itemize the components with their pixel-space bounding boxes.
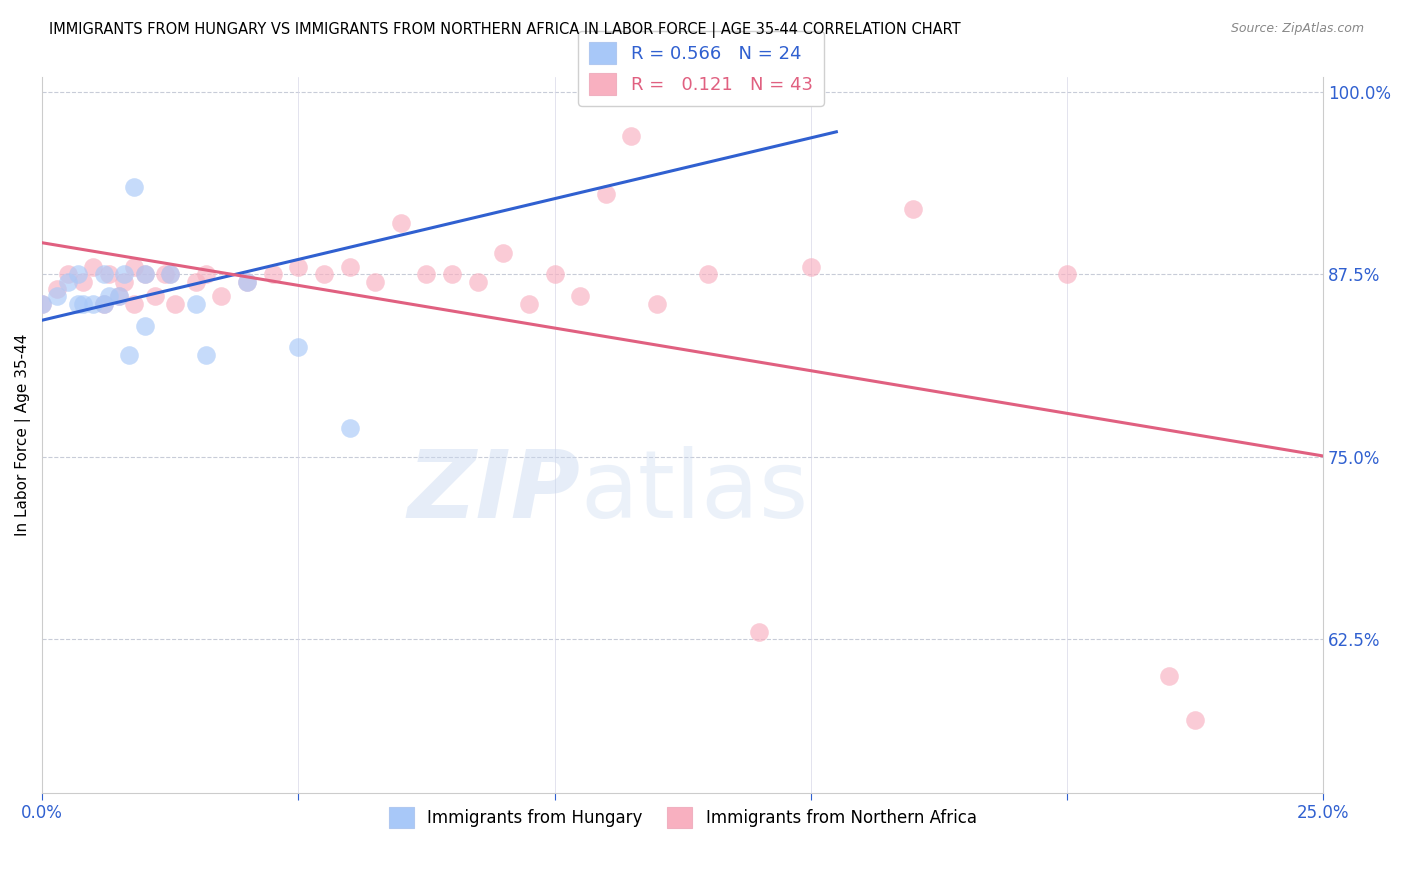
Point	[108, 289, 131, 303]
Text: Source: ZipAtlas.com: Source: ZipAtlas.com	[1230, 22, 1364, 36]
Point	[287, 260, 309, 275]
Point	[339, 421, 361, 435]
Point	[903, 202, 925, 216]
Point	[569, 289, 592, 303]
Point	[134, 268, 156, 282]
Point	[46, 289, 69, 303]
Point	[195, 268, 218, 282]
Point	[287, 341, 309, 355]
Text: ZIP: ZIP	[408, 446, 581, 538]
Point	[143, 289, 166, 303]
Point	[82, 260, 104, 275]
Point	[620, 128, 643, 143]
Text: IMMIGRANTS FROM HUNGARY VS IMMIGRANTS FROM NORTHERN AFRICA IN LABOR FORCE | AGE : IMMIGRANTS FROM HUNGARY VS IMMIGRANTS FR…	[49, 22, 960, 38]
Point	[153, 268, 176, 282]
Legend: Immigrants from Hungary, Immigrants from Northern Africa: Immigrants from Hungary, Immigrants from…	[382, 801, 983, 834]
Point	[748, 85, 770, 99]
Point	[93, 268, 115, 282]
Point	[93, 296, 115, 310]
Point	[195, 348, 218, 362]
Point	[339, 260, 361, 275]
Point	[46, 282, 69, 296]
Point	[697, 268, 720, 282]
Point	[773, 85, 796, 99]
Point	[184, 275, 207, 289]
Point	[1184, 713, 1206, 727]
Point	[56, 268, 79, 282]
Point	[66, 296, 89, 310]
Point	[56, 275, 79, 289]
Point	[262, 268, 284, 282]
Point	[97, 268, 120, 282]
Point	[517, 296, 540, 310]
Point	[124, 296, 146, 310]
Point	[312, 268, 335, 282]
Point	[492, 245, 515, 260]
Point	[800, 260, 823, 275]
Point	[66, 268, 89, 282]
Point	[72, 296, 94, 310]
Text: atlas: atlas	[581, 446, 808, 538]
Point	[31, 296, 53, 310]
Point	[441, 268, 464, 282]
Point	[134, 268, 156, 282]
Point	[124, 180, 146, 194]
Point	[108, 289, 131, 303]
Point	[389, 216, 412, 230]
Point	[112, 275, 135, 289]
Point	[118, 348, 141, 362]
Point	[72, 275, 94, 289]
Point	[415, 268, 437, 282]
Point	[211, 289, 233, 303]
Point	[112, 268, 135, 282]
Point	[595, 187, 617, 202]
Point	[165, 296, 187, 310]
Point	[1056, 268, 1078, 282]
Y-axis label: In Labor Force | Age 35-44: In Labor Force | Age 35-44	[15, 334, 31, 536]
Point	[645, 296, 668, 310]
Point	[236, 275, 259, 289]
Point	[82, 296, 104, 310]
Point	[134, 318, 156, 333]
Point	[159, 268, 181, 282]
Point	[124, 260, 146, 275]
Point	[1159, 669, 1181, 683]
Point	[184, 296, 207, 310]
Point	[748, 625, 770, 640]
Point	[467, 275, 489, 289]
Point	[364, 275, 387, 289]
Point	[543, 268, 565, 282]
Point	[159, 268, 181, 282]
Point	[93, 296, 115, 310]
Point	[31, 296, 53, 310]
Point	[97, 289, 120, 303]
Point	[236, 275, 259, 289]
